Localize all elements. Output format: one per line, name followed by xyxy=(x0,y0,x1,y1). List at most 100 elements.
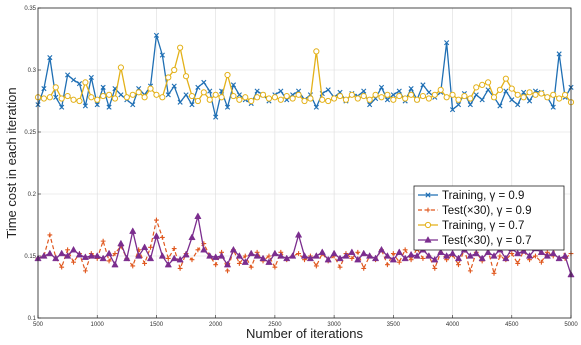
data-point-training-0-7-42 xyxy=(283,92,290,100)
data-point-training-0-7-41 xyxy=(277,96,284,103)
data-point-test-30-0-9-71 xyxy=(456,262,461,268)
data-point-test-30-0-7-39 xyxy=(265,258,273,265)
x-tick-label-1500: 1500 xyxy=(150,322,164,328)
data-point-test-30-0-9-8 xyxy=(82,268,88,274)
data-point-test-30-0-7-62 xyxy=(401,254,409,262)
data-point-test-30-0-7-12 xyxy=(105,249,113,257)
legend-marker-0 xyxy=(425,192,431,198)
data-point-test-30-0-7-16 xyxy=(129,227,137,234)
data-point-test-30-0-7-13 xyxy=(111,260,119,268)
data-point-training-0-7-51 xyxy=(336,92,344,100)
data-point-test-30-0-9-67 xyxy=(432,266,438,271)
data-point-training-0-9-82 xyxy=(521,89,527,95)
data-point-test-30-0-9-13 xyxy=(112,251,118,256)
data-point-training-0-7-82 xyxy=(520,94,527,101)
data-point-test-30-0-7-58 xyxy=(377,245,386,253)
legend-swatch-test-0-7 xyxy=(418,236,438,243)
data-point-training-0-7-45 xyxy=(301,97,308,105)
y-axis-label: Time cost in each iteration xyxy=(4,87,19,238)
data-point-test-30-0-7-5 xyxy=(63,252,72,259)
plot-frame xyxy=(37,7,572,319)
data-point-training-0-9-1 xyxy=(41,86,47,92)
data-point-test-30-0-9-18 xyxy=(142,261,147,266)
data-point-training-0-7-3 xyxy=(52,84,59,91)
y-tick-label-0.25: 0.25 xyxy=(24,130,36,136)
data-point-training-0-7-47 xyxy=(313,48,320,55)
data-point-training-0-7-22 xyxy=(165,74,172,81)
data-point-test-30-0-7-22 xyxy=(164,260,172,268)
data-point-training-0-7-65 xyxy=(419,92,427,100)
data-point-training-0-7-60 xyxy=(390,96,397,103)
x-tick-label-4500: 4500 xyxy=(505,322,519,328)
data-point-training-0-7-27 xyxy=(194,97,201,105)
data-point-training-0-9-73 xyxy=(467,102,473,108)
series-line-training-0-9 xyxy=(37,35,572,118)
data-point-training-0-7-70 xyxy=(449,91,456,98)
data-point-training-0-9-81 xyxy=(515,102,521,108)
data-point-training-0-7-68 xyxy=(437,86,444,93)
data-point-training-0-9-25 xyxy=(183,92,189,98)
data-point-training-0-9-76 xyxy=(485,87,491,93)
data-point-test-30-0-9-2 xyxy=(47,232,53,238)
data-point-training-0-9-65 xyxy=(420,82,426,88)
legend-box xyxy=(413,185,565,251)
data-point-test-30-0-7-71 xyxy=(454,254,463,262)
data-point-training-0-9-88 xyxy=(556,51,562,57)
data-point-training-0-9-61 xyxy=(396,88,402,94)
data-point-training-0-7-55 xyxy=(360,92,367,100)
legend-entry-training-0-9: Training, γ = 0.9 xyxy=(418,190,524,202)
data-point-training-0-7-28 xyxy=(200,89,207,96)
data-point-training-0-9-56 xyxy=(367,102,373,108)
data-point-training-0-9-75 xyxy=(479,97,485,103)
data-point-training-0-7-7 xyxy=(76,97,83,105)
data-point-training-0-7-56 xyxy=(366,96,373,103)
data-point-training-0-9-24 xyxy=(177,99,183,105)
data-point-training-0-7-16 xyxy=(129,91,136,98)
data-point-test-30-0-9-54 xyxy=(355,249,361,255)
data-point-test-30-0-9-62 xyxy=(402,247,408,253)
data-point-training-0-9-33 xyxy=(230,82,237,88)
data-point-training-0-7-15 xyxy=(123,94,130,101)
data-point-training-0-9-70 xyxy=(449,107,456,113)
data-point-test-30-0-9-30 xyxy=(213,262,219,268)
data-point-test-30-0-7-63 xyxy=(407,250,415,258)
data-point-training-0-9-30 xyxy=(213,114,219,120)
x-tick-label-5000: 5000 xyxy=(564,322,578,328)
data-point-training-0-9-78 xyxy=(497,103,503,109)
data-point-test-30-0-9-39 xyxy=(266,253,272,259)
data-point-test-30-0-9-40 xyxy=(272,264,278,270)
data-point-training-0-7-17 xyxy=(135,89,142,96)
data-point-test-30-0-7-40 xyxy=(271,249,279,257)
data-point-training-0-7-23 xyxy=(171,66,178,74)
series-training-0-9 xyxy=(35,32,574,120)
data-point-training-0-7-18 xyxy=(141,94,148,101)
data-point-test-30-0-7-55 xyxy=(360,249,368,257)
data-point-training-0-7-77 xyxy=(490,94,498,101)
data-point-test-30-0-7-69 xyxy=(443,252,451,259)
data-point-test-30-0-9-23 xyxy=(171,246,177,251)
data-point-test-30-0-7-6 xyxy=(69,245,78,253)
data-point-training-0-9-83 xyxy=(526,98,533,104)
data-point-test-30-0-7-61 xyxy=(395,248,403,255)
data-point-training-0-7-81 xyxy=(514,91,521,98)
data-point-training-0-7-9 xyxy=(88,94,95,101)
data-point-test-30-0-7-34 xyxy=(235,252,243,259)
data-point-test-30-0-9-16 xyxy=(130,263,136,269)
data-point-training-0-7-46 xyxy=(307,95,314,102)
data-point-test-30-0-9-27 xyxy=(195,247,201,253)
data-point-training-0-7-73 xyxy=(467,95,474,102)
x-tick-label-500: 500 xyxy=(33,322,44,328)
data-point-test-30-0-7-32 xyxy=(223,260,232,268)
data-point-test-30-0-7-42 xyxy=(283,254,291,262)
y-tick-label-0.1: 0.1 xyxy=(28,316,37,322)
data-point-training-0-9-14 xyxy=(118,92,124,98)
data-point-training-0-7-6 xyxy=(70,96,77,103)
data-point-training-0-7-52 xyxy=(342,96,350,103)
data-point-training-0-9-2 xyxy=(47,55,53,61)
data-point-training-0-7-50 xyxy=(331,95,338,102)
data-point-test-30-0-7-24 xyxy=(176,255,184,263)
data-point-training-0-7-24 xyxy=(177,44,184,51)
data-point-training-0-7-49 xyxy=(325,97,332,105)
data-point-training-0-7-38 xyxy=(259,91,267,98)
data-point-training-0-9-58 xyxy=(378,84,385,90)
